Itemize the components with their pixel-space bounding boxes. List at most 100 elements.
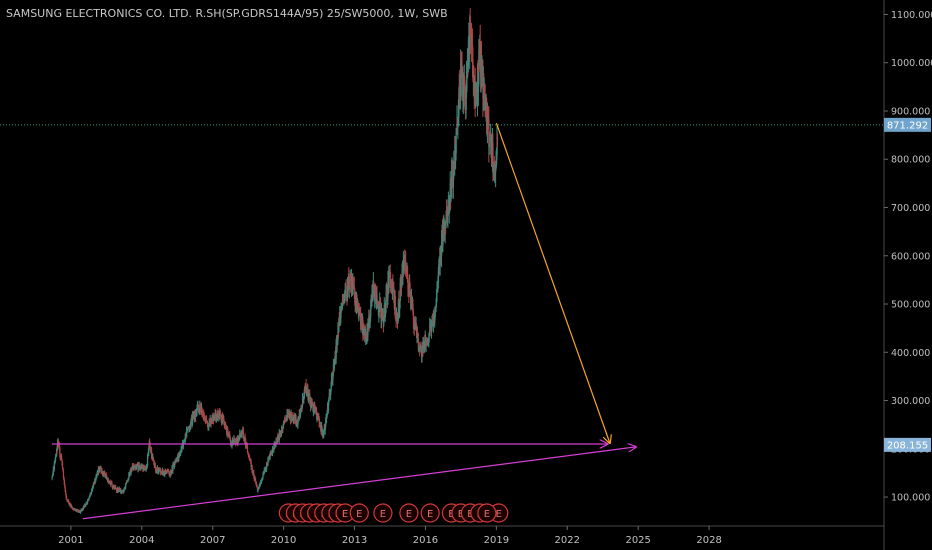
candle-body: [251, 464, 253, 471]
candle-body: [473, 76, 475, 83]
candle-body: [55, 456, 57, 459]
candle-body: [456, 117, 459, 126]
candle-body: [192, 415, 195, 419]
candle-body: [394, 296, 396, 315]
candle-body: [56, 443, 59, 451]
candle-body: [85, 505, 87, 507]
candle-body: [198, 408, 200, 410]
candle-body: [160, 469, 162, 474]
candle-body: [64, 487, 66, 492]
candle-body: [217, 411, 219, 417]
candle-body: [289, 412, 291, 417]
y-tick-label: 400.000: [891, 348, 930, 359]
candle-body: [303, 391, 305, 399]
candle-body: [256, 485, 258, 489]
earnings-event-marker[interactable]: E: [477, 503, 497, 523]
candle-body: [262, 473, 264, 479]
event-marker-label: E: [380, 509, 386, 520]
y-tick-label: 700.000: [891, 203, 930, 214]
candle-body: [488, 118, 490, 147]
event-marker-circle: [420, 503, 440, 523]
candle-body: [58, 444, 60, 447]
earnings-event-marker[interactable]: E: [349, 503, 369, 523]
candle-body: [332, 373, 334, 381]
event-marker-label: E: [342, 509, 348, 520]
candle-body: [451, 171, 453, 185]
target-price-badge: [884, 437, 931, 452]
event-marker-circle: [399, 503, 419, 523]
candle-body: [412, 311, 415, 321]
price-labels-layer: 871.292 208.155: [884, 117, 931, 452]
projection-arrow[interactable]: [495, 122, 609, 443]
candle-body: [442, 228, 444, 245]
candle-body: [477, 66, 479, 92]
candle-body: [154, 463, 156, 467]
x-tick-label: 2001: [58, 535, 83, 546]
candle-body: [417, 339, 420, 349]
support-line-rising[interactable]: [82, 447, 636, 520]
candle-body: [61, 462, 64, 468]
candle-body: [492, 142, 494, 174]
candle-body: [267, 458, 269, 465]
earnings-event-marker[interactable]: E: [373, 503, 393, 523]
candle-body: [431, 319, 434, 323]
candle-body: [361, 320, 363, 327]
candle-body: [130, 470, 132, 473]
candle-body: [458, 93, 460, 116]
y-tick-label: 800.000: [891, 155, 930, 166]
candle-body: [125, 483, 127, 488]
candle-body: [229, 434, 231, 437]
target-price-label: 208.155: [887, 440, 928, 451]
candle-body: [190, 423, 192, 427]
candle-body: [151, 449, 153, 457]
x-tick-label: 2004: [129, 535, 154, 546]
candle-body: [109, 481, 111, 483]
candle-body: [375, 288, 377, 304]
candle-body: [127, 478, 129, 482]
y-tick-label: 1000.000: [891, 58, 932, 69]
candle-body: [376, 293, 378, 303]
candle-body: [175, 459, 177, 462]
candles-layer: [51, 8, 499, 514]
candle-body: [327, 401, 330, 411]
candle-body: [104, 473, 106, 476]
candle-body: [354, 290, 356, 303]
event-marker-label: E: [496, 509, 502, 520]
candle-body: [234, 439, 236, 442]
current-price-label: 871.292: [887, 120, 928, 131]
event-marker-label: E: [484, 509, 490, 520]
candle-body: [330, 390, 332, 396]
candle-body: [62, 471, 65, 477]
y-tick-label: 300.000: [891, 396, 930, 407]
candle-body: [107, 480, 110, 482]
drawings-layer[interactable]: [52, 122, 636, 520]
y-tick-label: 600.000: [891, 251, 930, 262]
candle-body: [268, 455, 270, 460]
candle-body: [346, 281, 349, 298]
event-markers-layer[interactable]: EEEEEEEEEEEEEEEEEEE: [278, 503, 509, 523]
candle-body: [318, 418, 320, 427]
earnings-event-marker[interactable]: E: [420, 503, 440, 523]
candle-body: [65, 494, 67, 498]
candle-body: [439, 254, 441, 265]
candle-body: [434, 312, 436, 317]
time-axis[interactable]: 2001 2004 2007 2010 2013 2016 2019 2022 2025 2028: [58, 526, 722, 546]
earnings-event-marker[interactable]: E: [399, 503, 419, 523]
x-tick-label: 2010: [271, 535, 296, 546]
candle-body: [51, 475, 54, 477]
candle-body: [368, 316, 370, 325]
candle-body: [80, 511, 82, 513]
candle-body: [426, 339, 428, 342]
candle-body: [409, 290, 411, 293]
candle-body: [95, 479, 97, 482]
candle-body: [462, 74, 464, 100]
candle-body: [467, 40, 470, 68]
candle-body: [190, 418, 192, 424]
candle-body: [260, 482, 262, 484]
candle-body: [447, 207, 449, 217]
candle-body: [59, 446, 61, 455]
candle-body: [195, 411, 197, 417]
candle-body: [486, 98, 488, 119]
candle-body: [250, 461, 252, 468]
